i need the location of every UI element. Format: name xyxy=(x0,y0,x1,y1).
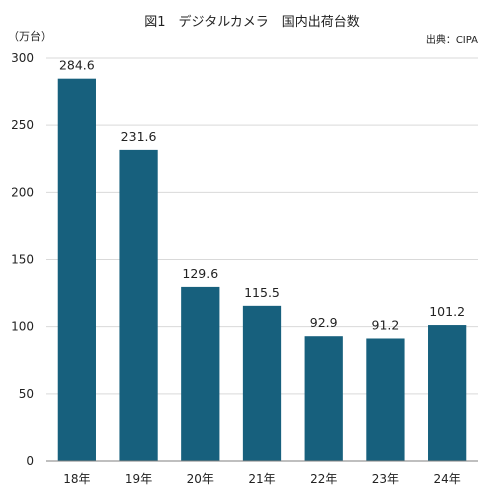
data-label: 91.2 xyxy=(372,317,400,332)
data-label: 284.6 xyxy=(59,58,95,73)
gridlines xyxy=(46,57,478,395)
y-tick-label: 50 xyxy=(19,387,34,401)
data-label: 231.6 xyxy=(121,129,157,144)
y-tick-label: 300 xyxy=(11,51,34,65)
x-tick-label: 21年 xyxy=(248,472,275,486)
data-labels: 284.6 231.6 129.6 115.5 92.9 91.2 101.2 xyxy=(59,58,465,333)
data-label: 101.2 xyxy=(429,304,465,319)
bar-24年 xyxy=(428,325,467,461)
x-tick-label: 22年 xyxy=(310,472,337,486)
y-tick-label: 250 xyxy=(11,118,34,132)
chart-source: 出典：CIPA xyxy=(426,33,478,46)
y-axis-ticks: 0 50 100 150 200 250 300 xyxy=(11,51,34,468)
data-label: 129.6 xyxy=(182,266,218,281)
x-tick-label: 18年 xyxy=(63,472,90,486)
y-tick-label: 0 xyxy=(26,454,34,468)
bar-21年 xyxy=(242,305,282,461)
y-tick-label: 150 xyxy=(11,253,34,267)
bars xyxy=(57,78,467,462)
y-tick-label: 100 xyxy=(11,320,34,334)
y-tick-label: 200 xyxy=(11,185,34,199)
bar-20年 xyxy=(181,286,220,461)
bar-23年 xyxy=(366,338,405,461)
chart-title: 図1 デジタルカメラ 国内出荷台数 xyxy=(144,14,360,30)
x-tick-label: 24年 xyxy=(434,472,461,486)
x-tick-label: 20年 xyxy=(187,472,214,486)
bar-18年 xyxy=(57,78,96,462)
bar-22年 xyxy=(304,336,343,461)
y-axis-unit-label: （万台） xyxy=(8,29,52,43)
x-tick-label: 23年 xyxy=(372,472,399,486)
data-label: 92.9 xyxy=(310,315,338,330)
x-tick-label: 19年 xyxy=(125,472,152,486)
data-label: 115.5 xyxy=(244,285,280,300)
x-axis-ticks: 18年 19年 20年 21年 22年 23年 24年 xyxy=(63,472,461,486)
bar-19年 xyxy=(119,149,158,461)
